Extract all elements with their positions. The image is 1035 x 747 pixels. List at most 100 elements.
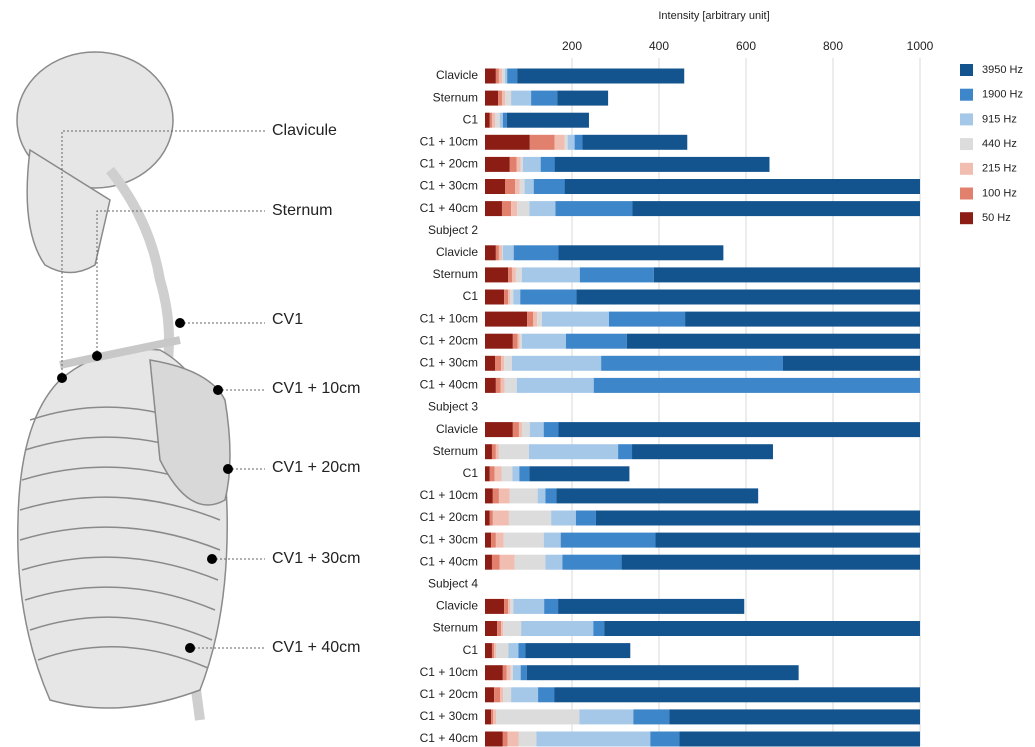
bar-segment	[543, 532, 561, 548]
bar-segment	[512, 665, 521, 681]
bar-segment	[499, 554, 515, 570]
y-tick-label: Subject 4	[428, 576, 478, 590]
bar-segment	[485, 333, 513, 349]
y-tick-label: Subject 3	[428, 400, 478, 414]
bar-segment	[494, 466, 502, 482]
bar-segment	[495, 112, 500, 128]
bar-segment	[541, 311, 609, 327]
bar-segment	[512, 333, 518, 349]
bar-segment	[529, 422, 544, 438]
bar-segment	[512, 466, 520, 482]
bar-segment	[485, 731, 503, 747]
bar-segment	[511, 90, 532, 106]
bar-segment	[510, 289, 514, 305]
bar-segment	[496, 643, 509, 659]
bar-segment	[522, 156, 541, 172]
bar-segment	[508, 598, 511, 614]
legend-label: 1900 Hz	[982, 89, 1023, 101]
bar-segment	[485, 289, 505, 305]
bar-segment	[579, 267, 654, 283]
y-tick-label: Subject 2	[428, 223, 478, 237]
bar-segment	[504, 355, 512, 371]
bar-segment	[519, 466, 530, 482]
bar-segment	[537, 311, 542, 327]
bar-segment	[512, 422, 519, 438]
bar-segment	[525, 643, 631, 659]
x-tick-label: 600	[736, 39, 756, 53]
bar-segment	[501, 90, 506, 106]
bar-segment	[632, 201, 920, 217]
bar-segment	[485, 156, 510, 172]
legend-swatch	[960, 138, 973, 151]
bar-segment	[502, 245, 514, 261]
bar-segment	[516, 377, 594, 393]
bar-segment	[582, 134, 688, 150]
bar-segment	[545, 488, 557, 504]
bar-segment	[485, 355, 496, 371]
bar-segment	[514, 554, 546, 570]
y-tick-label: C1 + 30cm	[420, 532, 478, 546]
bar-segment	[782, 355, 920, 371]
y-tick-label: Sternum	[433, 90, 478, 104]
bar-segment	[574, 134, 583, 150]
legend-swatch	[960, 88, 973, 101]
y-tick-label: C1 + 10cm	[420, 665, 478, 679]
bar-segment	[520, 665, 527, 681]
bar-segment	[554, 687, 920, 703]
bar-segment	[497, 621, 502, 636]
bar-segment	[485, 488, 493, 504]
bar-segment	[544, 598, 559, 614]
bar-segment	[509, 156, 517, 172]
anatomy-label: CV1 + 10cm	[272, 380, 360, 397]
y-tick-label: C1 + 20cm	[420, 157, 478, 171]
bar-segment	[506, 112, 589, 128]
bar-segment	[495, 377, 501, 393]
bar-segment	[564, 179, 920, 194]
bar-segment	[504, 289, 509, 305]
legend-label: 440 Hz	[982, 138, 1017, 150]
bar-segment	[501, 621, 504, 636]
legend-label: 50 Hz	[982, 212, 1011, 224]
bar-segment	[494, 687, 501, 703]
anatomy-label: Sternum	[272, 202, 332, 219]
bar-segment	[575, 510, 596, 526]
bar-segment	[533, 179, 565, 194]
bar-segment	[493, 709, 497, 725]
bar-segment	[551, 510, 576, 526]
bar-segment	[485, 377, 496, 393]
bar-segment	[533, 311, 538, 327]
bar-segment	[565, 333, 627, 349]
bar-segment	[485, 621, 498, 636]
bar-segment	[669, 709, 920, 725]
bar-segment	[632, 444, 773, 460]
anatomy-label: CV1 + 40cm	[272, 639, 360, 656]
bar-segment	[504, 377, 517, 393]
y-tick-label: C1 + 40cm	[420, 378, 478, 392]
y-tick-label: Sternum	[433, 621, 478, 635]
y-tick-label: C1 + 30cm	[420, 355, 478, 369]
bar-segment	[485, 112, 490, 128]
bar-segment	[608, 311, 686, 327]
x-tick-label: 800	[823, 39, 843, 53]
bar-segment	[498, 90, 502, 106]
bar-segment	[489, 510, 493, 526]
bar-segment	[498, 68, 502, 84]
y-tick-label: C1	[463, 643, 479, 657]
bar-segment	[560, 532, 656, 548]
bar-segment	[618, 444, 633, 460]
bar-segment	[495, 444, 499, 460]
bar-segment	[511, 355, 602, 371]
bar-segment	[655, 532, 920, 548]
bar-segment	[520, 289, 577, 305]
bar-segment	[511, 201, 518, 217]
bar-segment	[555, 201, 633, 217]
bar-segment	[508, 643, 519, 659]
bar-segment	[516, 156, 521, 172]
bar-segment	[498, 245, 502, 261]
bar-segment	[495, 355, 502, 371]
bar-segment	[510, 598, 514, 614]
pointer-dots	[57, 318, 233, 653]
y-tick-label: Clavicle	[436, 422, 478, 436]
bar-segment	[485, 134, 530, 150]
y-tick-label: C1 + 20cm	[420, 687, 478, 701]
